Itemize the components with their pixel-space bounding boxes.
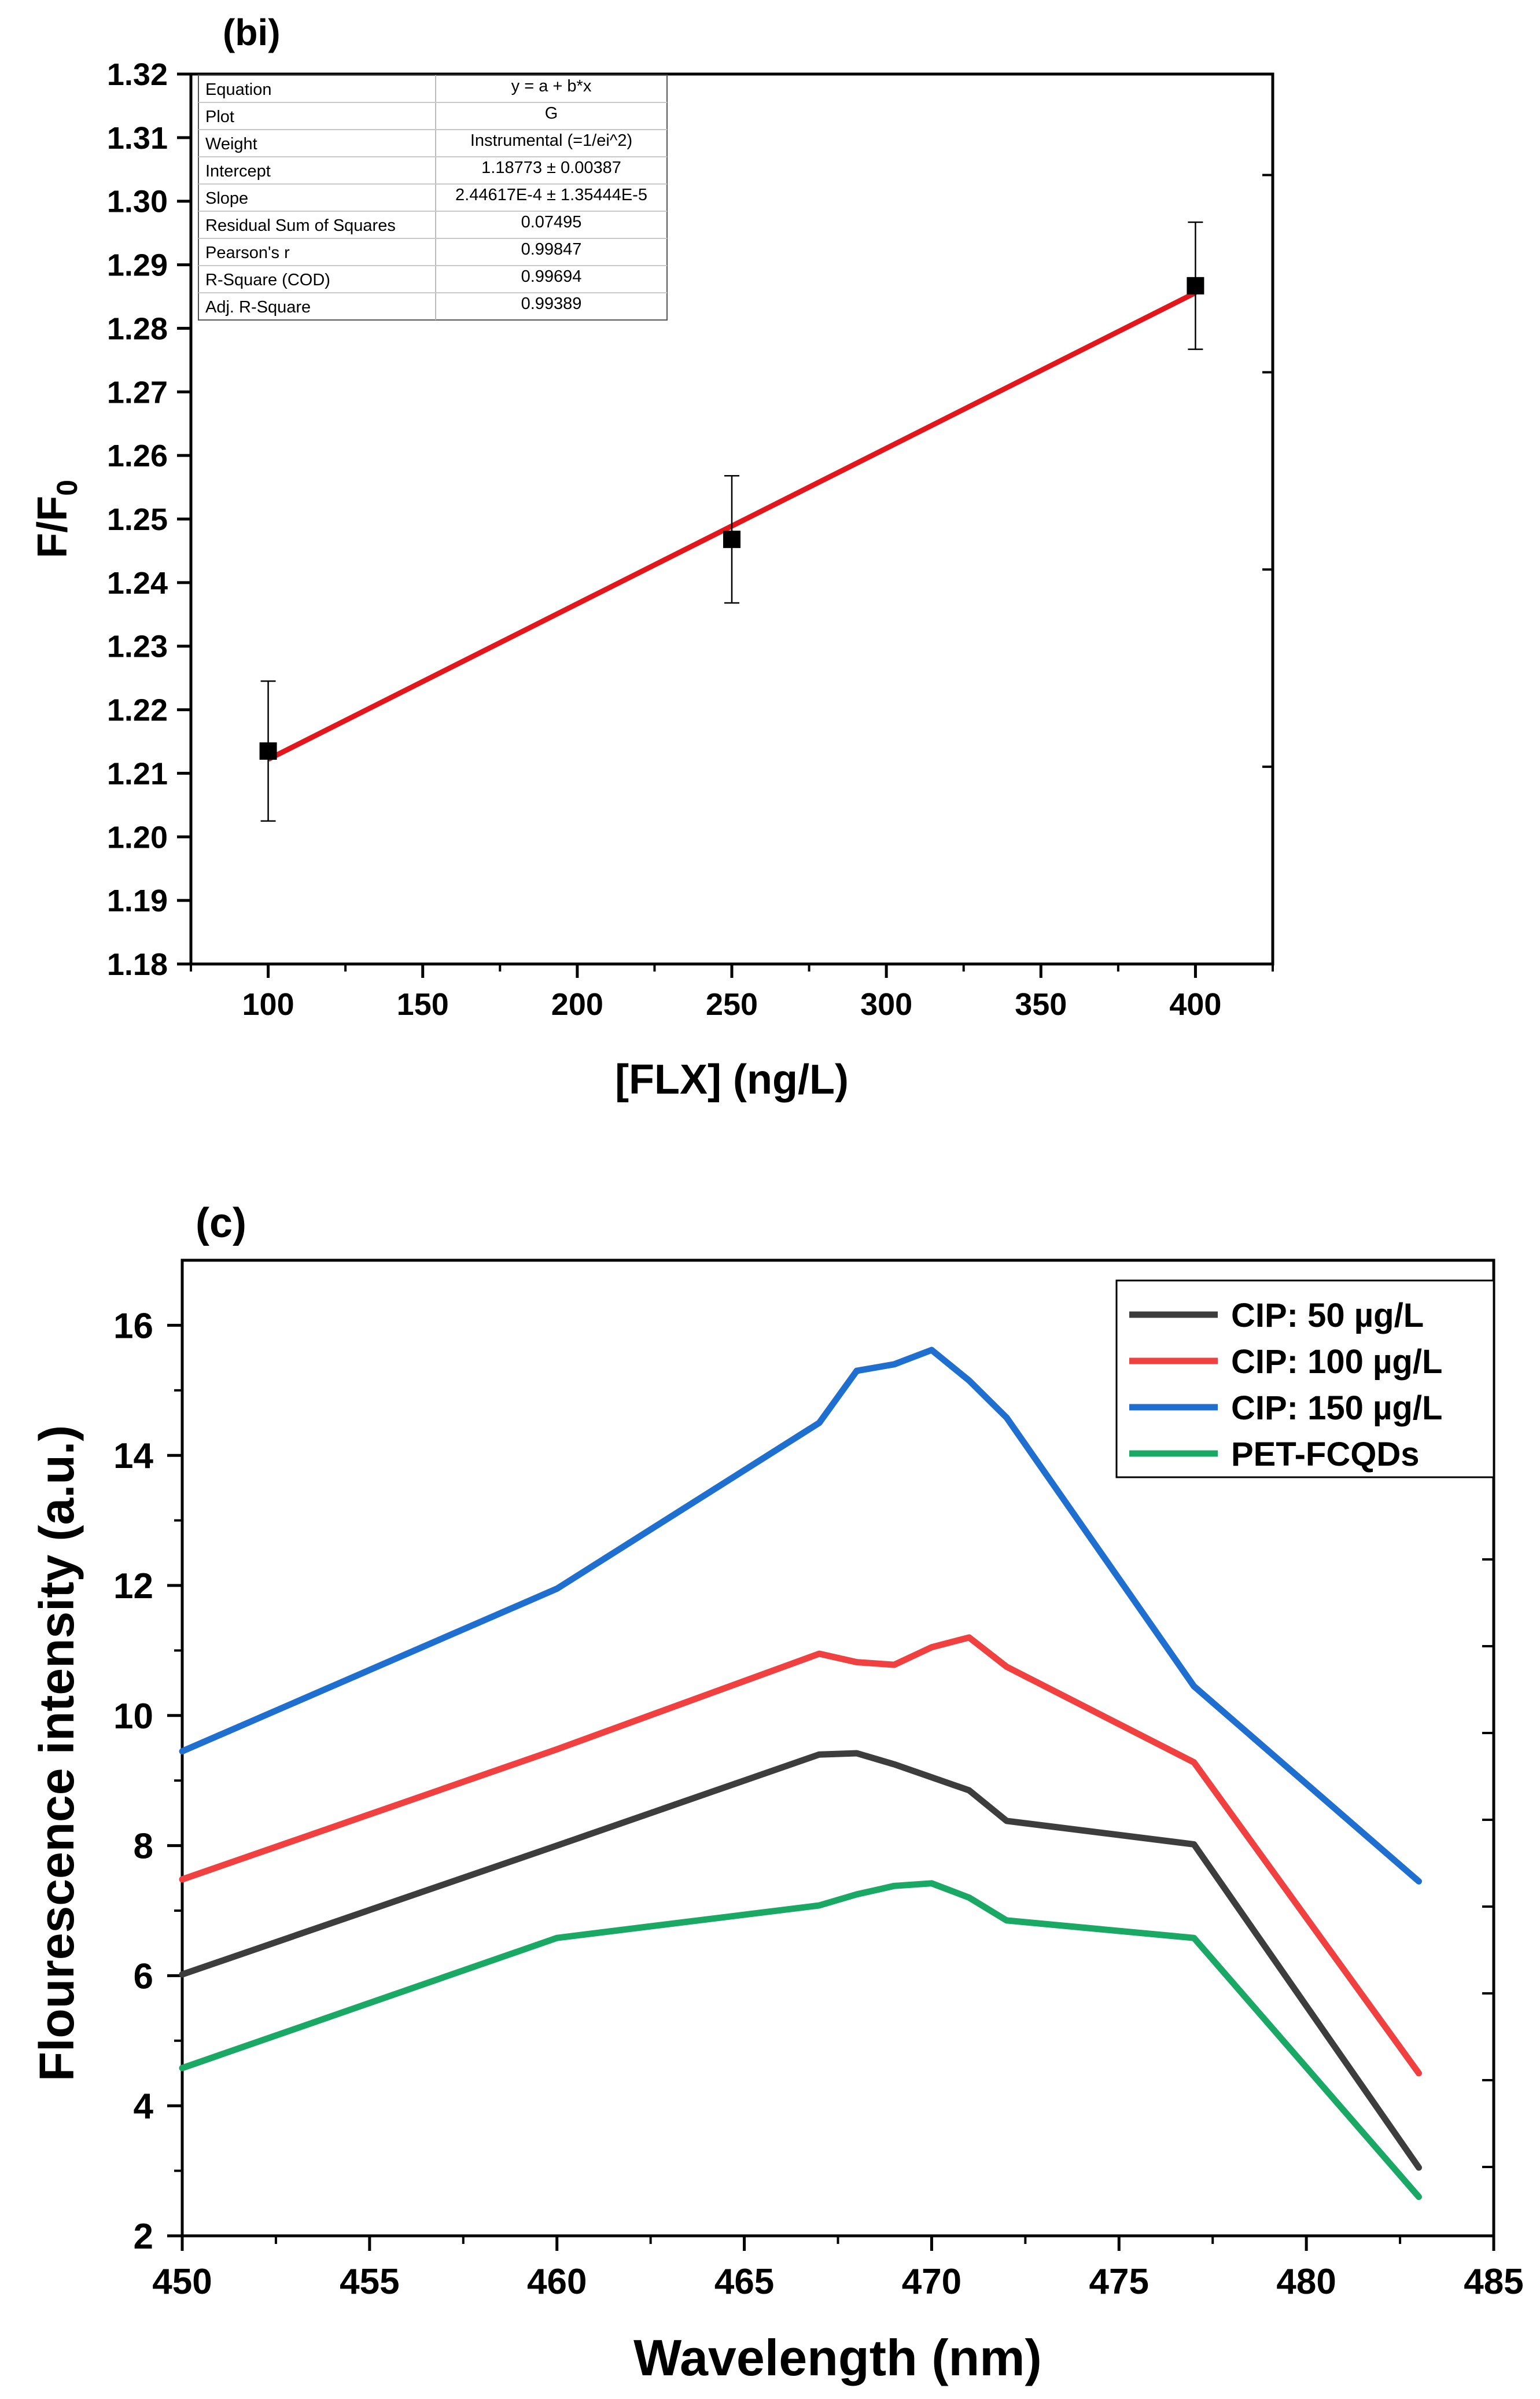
y-tick-label: 1.31 bbox=[107, 121, 168, 156]
fit-table-label: Adj. R-Square bbox=[205, 298, 311, 317]
y-tick-label: 1.19 bbox=[107, 884, 168, 918]
fit-table-value: Instrumental (=1/ei^2) bbox=[470, 131, 632, 150]
x-tick-label: 200 bbox=[551, 987, 603, 1022]
x-tick-label: 450 bbox=[152, 2262, 212, 2302]
legend: CIP: 50 µg/L CIP: 100 µg/L CIP: 150 µg/L PE… bbox=[1115, 1279, 1495, 1478]
panel-label-c: (c) bbox=[196, 1200, 246, 1246]
y-tick-label: 1.23 bbox=[107, 630, 168, 664]
data-point bbox=[723, 531, 740, 549]
fluorescence-chart: (c) 450 455 460 465 470 475 480 485 2 4 6 8 10 12 14 1… bbox=[30, 1200, 1524, 2386]
x-tick-label: 470 bbox=[902, 2262, 961, 2302]
fit-table-value: 1.18773 ± 0.00387 bbox=[481, 159, 621, 177]
y-tick-label: 1.29 bbox=[107, 248, 168, 283]
y-tick-label: 1.28 bbox=[107, 311, 168, 346]
x-tick-label: 475 bbox=[1089, 2262, 1149, 2302]
series-line-1 bbox=[179, 1634, 1422, 2077]
fit-table-value: 2.44617E-4 ± 1.35444E-5 bbox=[455, 186, 647, 204]
svg-text:F/F0: F/F0 bbox=[30, 480, 83, 558]
legend-label: CIP: 100 µg/L bbox=[1231, 1343, 1442, 1381]
series-lines bbox=[179, 1346, 1422, 2201]
fit-table-value: 0.99694 bbox=[521, 267, 582, 286]
y-axis-title-sub-b: 0 bbox=[51, 480, 83, 496]
x-tick-label: 250 bbox=[706, 987, 758, 1022]
y-tick-label: 12 bbox=[113, 1566, 153, 1606]
fit-table-label: Weight bbox=[205, 135, 257, 153]
fit-table-label: Residual Sum of Squares bbox=[205, 216, 396, 235]
x-tick-label: 485 bbox=[1464, 2262, 1523, 2302]
y-tick-label: 1.26 bbox=[107, 439, 168, 473]
legend-label: PET-FCQDs bbox=[1231, 1436, 1420, 1473]
y-tick-label: 16 bbox=[113, 1306, 153, 1346]
x-tick-label: 400 bbox=[1169, 987, 1221, 1022]
y-axis-title-c: Flourescence intensity (a.u.) bbox=[30, 1425, 84, 2081]
x-tick-label: 350 bbox=[1015, 987, 1067, 1022]
fit-table-label: Intercept bbox=[205, 162, 271, 181]
x-axis-title-c: Wavelength (nm) bbox=[633, 2329, 1042, 2386]
panel-label-bi: (bi) bbox=[223, 12, 281, 53]
fit-table-value: 0.99847 bbox=[521, 240, 582, 259]
fit-statistics-table: Equation y = a + b*x Plot G Weight Instrument… bbox=[198, 75, 668, 321]
fit-table-label: Plot bbox=[205, 108, 234, 126]
x-axis-ticks-c: 450 455 460 465 470 475 480 485 bbox=[152, 2236, 1524, 2302]
y-tick-label: 10 bbox=[113, 1697, 153, 1736]
series-line-2 bbox=[179, 1346, 1422, 1885]
series-line-0 bbox=[179, 1750, 1422, 2171]
calibration-chart: (bi) 100 150 200 250 300 350 400 1.181.191.201… bbox=[30, 12, 1274, 1103]
legend-label: CIP: 150 µg/L bbox=[1231, 1389, 1442, 1427]
fit-table-value: G bbox=[545, 104, 558, 123]
y-tick-label: 1.24 bbox=[107, 566, 168, 601]
y-axis-ticks-c: 2 4 6 8 10 12 14 16 bbox=[113, 1298, 1494, 2257]
y-tick-label: 1.25 bbox=[107, 502, 168, 537]
y-tick-label: 1.22 bbox=[107, 693, 168, 728]
y-tick-label: 14 bbox=[113, 1436, 153, 1476]
fit-table-label: Pearson's r bbox=[205, 244, 290, 262]
y-axis-title-b: F/F0 bbox=[30, 480, 83, 558]
x-tick-label: 460 bbox=[527, 2262, 587, 2302]
y-tick-label: 8 bbox=[134, 1827, 153, 1867]
series-line-3 bbox=[179, 1880, 1422, 2201]
y-tick-label: 1.27 bbox=[107, 375, 168, 410]
x-axis-title-b: [FLX] (ng/L) bbox=[615, 1057, 849, 1103]
y-tick-label: 4 bbox=[134, 2087, 154, 2126]
x-tick-label: 480 bbox=[1276, 2262, 1336, 2302]
y-tick-label: 1.30 bbox=[107, 185, 168, 219]
y-tick-label: 1.20 bbox=[107, 820, 168, 855]
fit-table-value: 0.07495 bbox=[521, 213, 582, 231]
data-points-b bbox=[259, 221, 1204, 822]
x-tick-label: 150 bbox=[397, 987, 449, 1022]
x-tick-label: 300 bbox=[860, 987, 912, 1022]
fit-table-frame bbox=[198, 75, 668, 321]
fit-table-label: Equation bbox=[205, 80, 272, 99]
data-point bbox=[1187, 277, 1204, 295]
y-tick-label: 2 bbox=[134, 2217, 153, 2257]
x-tick-label: 100 bbox=[242, 987, 294, 1022]
y-tick-label: 1.21 bbox=[107, 756, 168, 791]
y-axis-ticks-b: 1.18 1.19 1.20 1.21 1.22 1.23 1.24 1.25 1.26 1.27… bbox=[107, 57, 1273, 982]
data-point bbox=[259, 742, 277, 760]
x-axis-ticks-b: 100 150 200 250 300 350 400 bbox=[190, 964, 1274, 1022]
y-tick-label: 1.32 bbox=[107, 57, 168, 92]
fit-table-value: 0.99389 bbox=[521, 295, 582, 313]
fit-table-value: y = a + b*x bbox=[511, 77, 592, 95]
fit-table-label: R-Square (COD) bbox=[205, 271, 330, 289]
y-tick-label: 1.18 bbox=[107, 947, 168, 982]
y-tick-label: 6 bbox=[134, 1956, 153, 1996]
fit-table-label: Slope bbox=[205, 189, 248, 208]
x-tick-label: 465 bbox=[714, 2262, 774, 2302]
y-axis-title-main-b: F/F bbox=[30, 496, 76, 558]
legend-label: CIP: 50 µg/L bbox=[1231, 1297, 1424, 1334]
x-tick-label: 455 bbox=[340, 2262, 399, 2302]
